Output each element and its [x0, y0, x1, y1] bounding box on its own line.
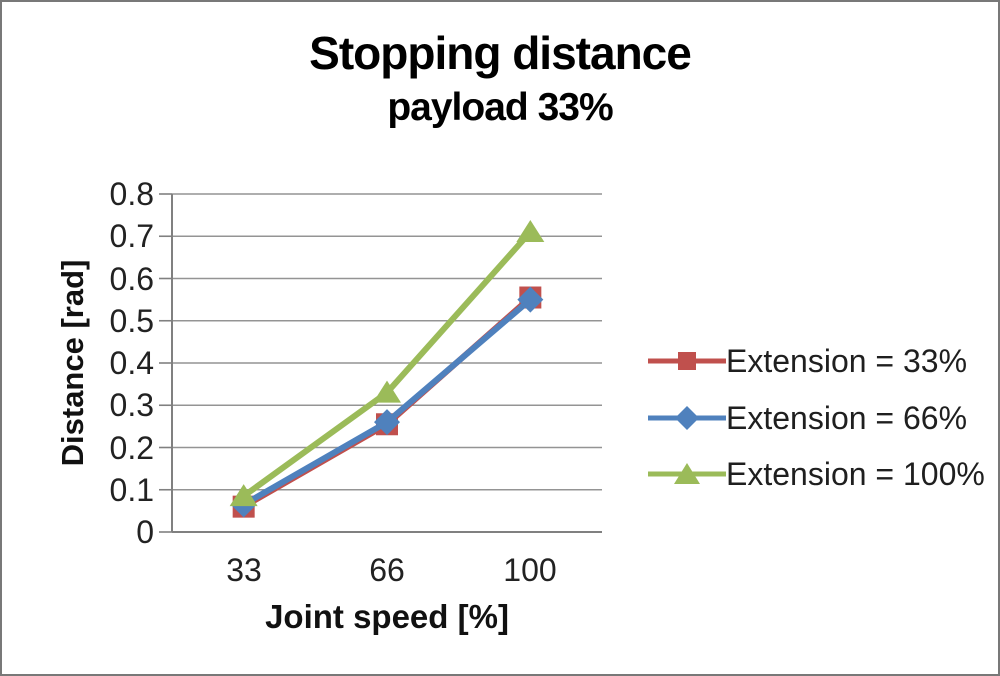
chart-subtitle: payload 33%: [387, 86, 613, 129]
y-tick-label: 0.6: [109, 260, 154, 297]
legend-label: Extension = 66%: [726, 400, 968, 436]
chart-title: Stopping distance: [309, 27, 692, 79]
legend-label: Extension = 100%: [726, 456, 985, 492]
y-tick-label: 0.4: [109, 345, 154, 381]
y-axis-title: Distance [rad]: [55, 259, 90, 467]
data-point-marker: [374, 409, 400, 436]
x-tick-label: 33: [226, 552, 262, 588]
y-tick-label: 0.8: [109, 176, 154, 212]
data-point-marker: [517, 286, 544, 313]
legend-label: Extension = 33%: [726, 343, 968, 379]
legend-item: Extension = 33%: [648, 342, 967, 380]
x-tick-label: 100: [503, 552, 557, 588]
y-tick-label: 0.2: [109, 429, 154, 466]
legend-marker-triangle-icon: [648, 463, 726, 484]
legend-item: Extension = 66%: [648, 399, 967, 437]
series-line: [240, 229, 534, 500]
legend-marker-square-icon: [648, 352, 726, 370]
x-axis-title: Joint speed [%]: [265, 598, 509, 635]
y-tick-label: 0.1: [109, 471, 154, 508]
legend-marker-diamond-icon: [648, 406, 726, 430]
y-tick-label: 0.7: [109, 218, 154, 255]
legend-item: Extension = 100%: [648, 455, 985, 493]
y-tick-label: 0: [136, 514, 154, 550]
x-tick-label: 66: [369, 552, 405, 588]
data-point-marker: [516, 220, 545, 243]
data-point-marker: [229, 484, 258, 507]
y-tick-label: 0.3: [109, 387, 154, 424]
y-tick-label: 0.5: [109, 302, 154, 339]
data-point-marker: [373, 380, 401, 403]
